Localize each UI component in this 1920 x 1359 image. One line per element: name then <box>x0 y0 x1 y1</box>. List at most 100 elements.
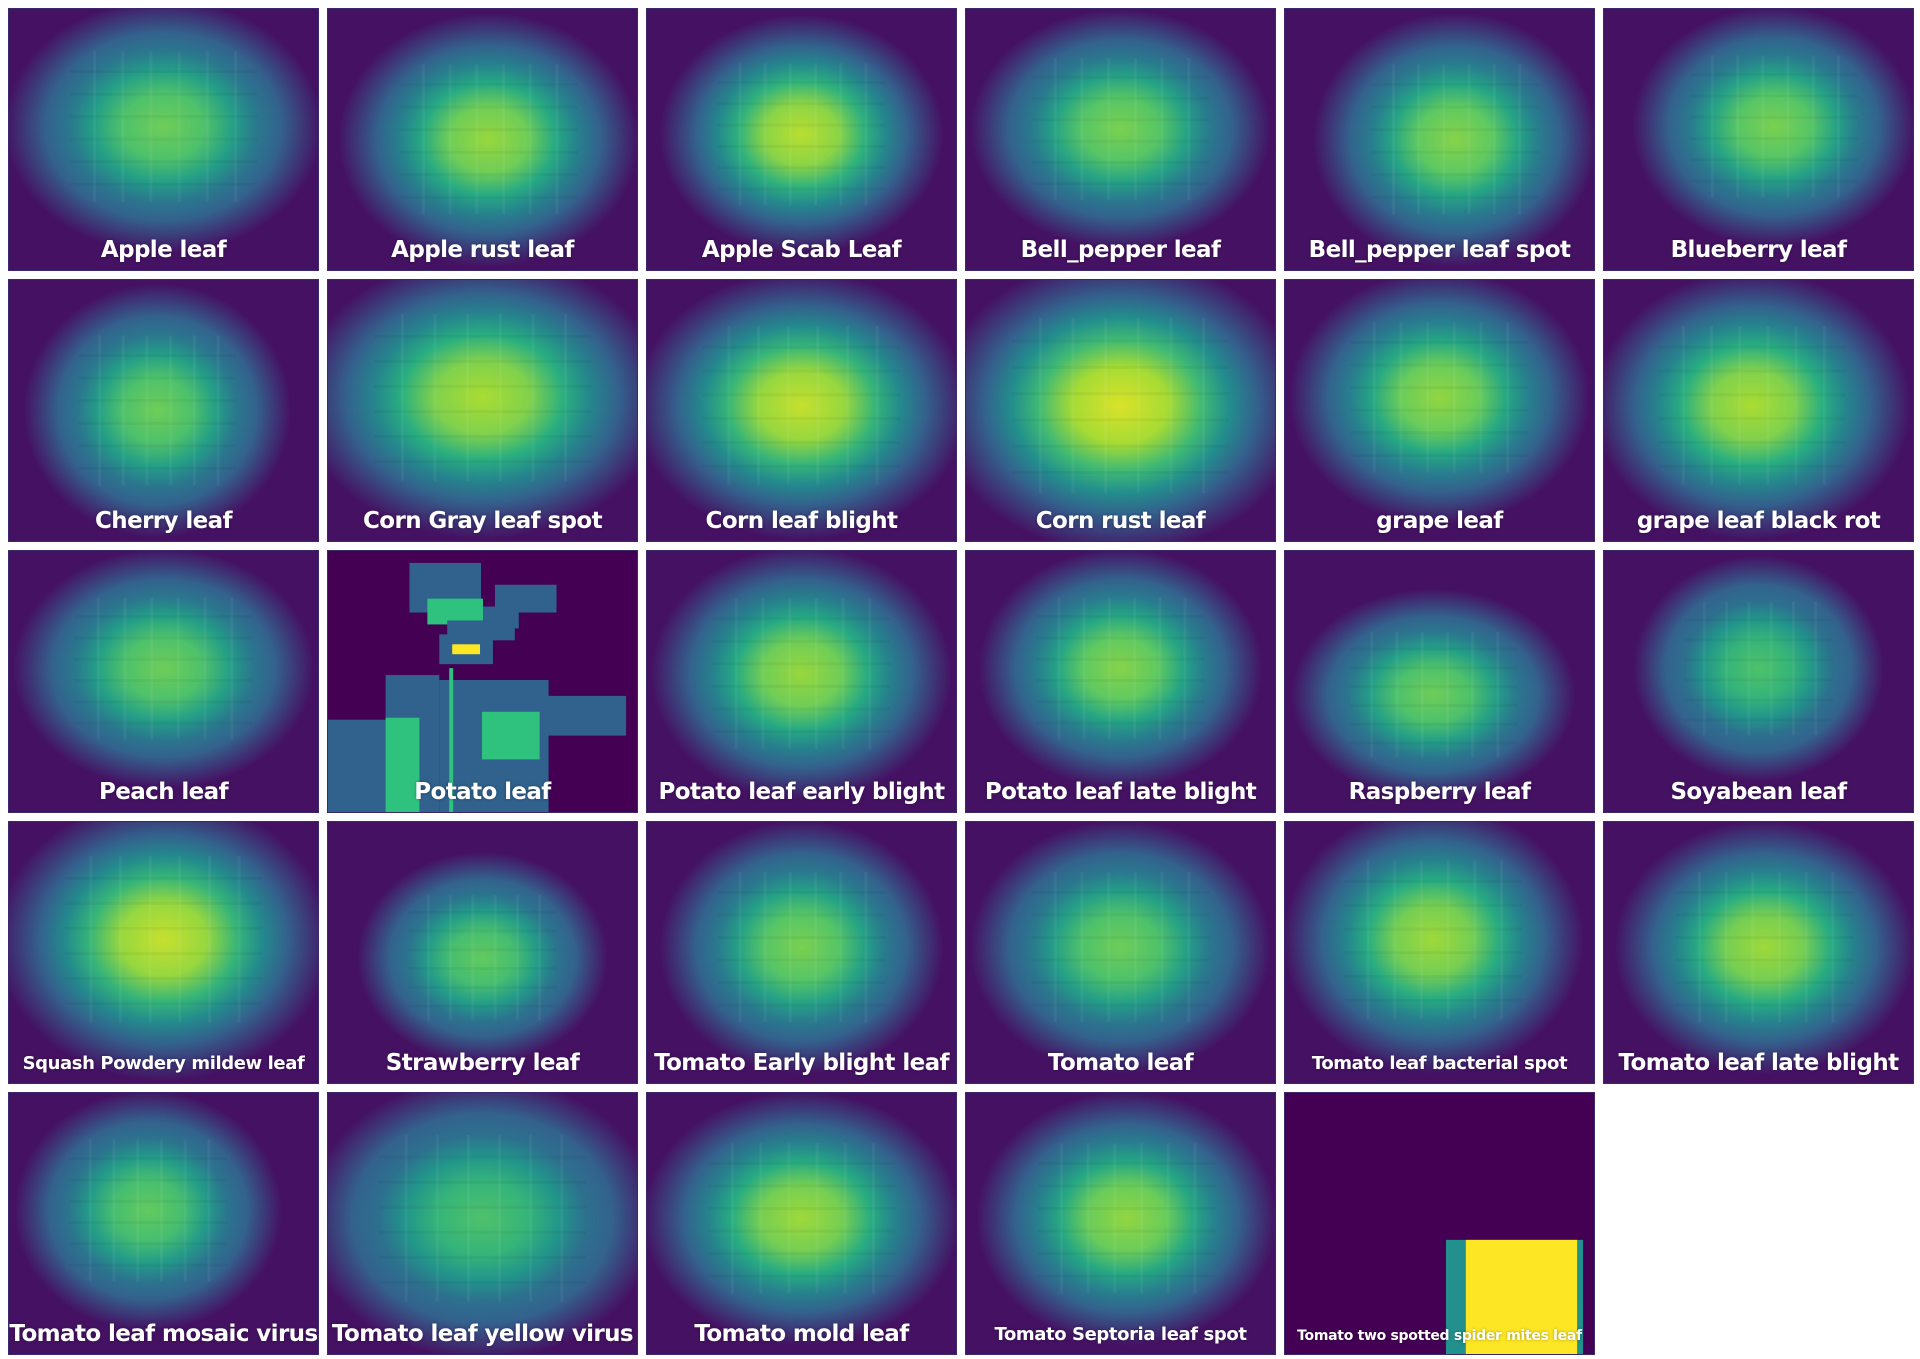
heatmap-image <box>1285 551 1594 812</box>
texture-line <box>1107 872 1111 1023</box>
texture-line <box>68 1263 228 1267</box>
texture-line <box>230 597 234 740</box>
panel-label: Cherry leaf <box>95 508 233 534</box>
texture-line <box>846 325 849 485</box>
texture-line <box>64 977 263 980</box>
texture-line <box>1031 890 1210 894</box>
texture-line <box>1417 64 1421 215</box>
heatmap-panel: Corn leaf blight <box>646 279 957 542</box>
texture-line <box>1169 317 1173 493</box>
texture-line <box>400 313 404 481</box>
heatmap-block <box>546 695 627 736</box>
panel-label: Potato leaf <box>414 779 551 805</box>
texture-line <box>787 1143 791 1294</box>
texture-line <box>421 64 425 215</box>
heatmap-panel: Potato leaf <box>327 550 638 813</box>
texture-line <box>875 325 879 485</box>
heatmap-block <box>482 711 540 760</box>
texture-line <box>148 855 152 1023</box>
texture-line <box>1684 678 1833 682</box>
texture-line <box>1071 317 1075 493</box>
heatmap-panel: Corn rust leaf <box>965 279 1276 542</box>
panel-label: Tomato Septoria leaf spot <box>994 1324 1247 1345</box>
panel-label: Squash Powdery mildew leaf <box>22 1053 305 1074</box>
panel-label: Blueberry leaf <box>1670 237 1847 263</box>
texture-line <box>1836 55 1840 198</box>
heatmap-texture <box>712 598 891 749</box>
texture-line <box>788 872 792 1023</box>
texture-line <box>373 435 592 438</box>
texture-line <box>731 1143 735 1294</box>
texture-line <box>1689 115 1859 119</box>
texture-line <box>78 399 237 403</box>
heatmap-panel: Tomato two spotted spider mites leaf <box>1284 1092 1595 1355</box>
heatmap-texture <box>373 313 592 481</box>
texture-line <box>1037 1207 1216 1211</box>
heatmap-image <box>647 9 956 270</box>
heatmap-panel: grape leaf black rot <box>1603 279 1914 542</box>
texture-line <box>1370 150 1540 154</box>
heatmap-image <box>328 280 637 541</box>
texture-line <box>1822 325 1826 485</box>
texture-line <box>1160 58 1164 201</box>
texture-line <box>712 639 891 643</box>
heatmap-block <box>452 644 481 655</box>
texture-line <box>763 63 767 206</box>
texture-line <box>1350 431 1529 435</box>
texture-line <box>1724 872 1728 1023</box>
heatmap-image <box>1604 280 1913 541</box>
heatmap-texture <box>1350 322 1529 473</box>
texture-line <box>1689 73 1859 77</box>
heatmap-image <box>328 1093 637 1354</box>
texture-line <box>1349 722 1518 726</box>
heatmap-panel: Blueberry leaf <box>1603 8 1914 271</box>
texture-line <box>1393 860 1397 1019</box>
texture-line <box>1766 325 1770 485</box>
texture-line <box>734 598 738 749</box>
heatmap-image <box>9 1093 318 1354</box>
texture-line <box>702 345 901 349</box>
texture-line <box>1658 369 1847 373</box>
heatmap-block <box>449 668 454 812</box>
texture-line <box>1187 58 1191 201</box>
texture-line <box>1684 618 1833 622</box>
texture-line <box>1059 1143 1063 1294</box>
texture-line <box>1689 94 1859 98</box>
texture-line <box>1391 64 1395 215</box>
texture-line <box>1036 700 1205 704</box>
panel-label: Tomato Early blight leaf <box>654 1050 949 1076</box>
texture-line <box>408 1004 557 1008</box>
texture-line <box>169 335 173 486</box>
texture-line <box>1395 631 1399 758</box>
texture-line <box>378 1230 587 1234</box>
texture-line <box>69 160 258 164</box>
texture-line <box>1158 597 1162 740</box>
texture-line <box>1467 64 1471 215</box>
heatmap-texture <box>74 597 253 740</box>
texture-line <box>475 64 479 215</box>
texture-line <box>1036 657 1205 661</box>
heatmap-panel: Apple Scab Leaf <box>646 8 957 271</box>
texture-line <box>1057 597 1061 740</box>
texture-line <box>93 51 97 202</box>
texture-line <box>178 855 182 1023</box>
texture-line <box>814 598 818 749</box>
texture-line <box>717 81 886 85</box>
texture-line <box>560 1134 564 1302</box>
texture-line <box>159 1139 163 1282</box>
texture-line <box>1037 1161 1216 1165</box>
texture-line <box>493 895 497 1021</box>
heatmap-image <box>647 822 956 1083</box>
texture-line <box>68 1199 228 1203</box>
texture-line <box>1786 55 1790 198</box>
texture-line <box>1011 418 1230 422</box>
texture-line <box>399 195 578 199</box>
texture-line <box>64 1002 263 1006</box>
texture-line <box>498 1134 502 1302</box>
texture-line <box>1500 860 1504 1019</box>
heatmap-image <box>966 1093 1275 1354</box>
texture-line <box>1496 631 1500 758</box>
texture-line <box>68 1157 228 1161</box>
heatmap-image <box>9 9 318 270</box>
texture-line <box>1370 631 1374 758</box>
